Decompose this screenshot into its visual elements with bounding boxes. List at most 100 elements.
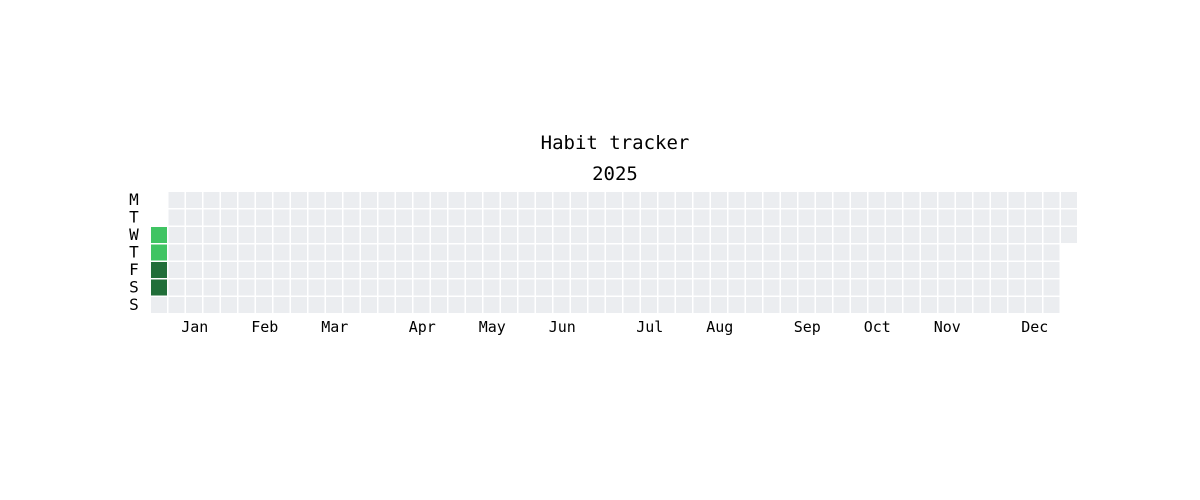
day-cell-2025-04-23 bbox=[431, 227, 447, 243]
day-cell-2025-07-22 bbox=[658, 209, 675, 226]
day-cell-2025-10-06 bbox=[851, 192, 867, 208]
day-cell-2025-06-02 bbox=[536, 192, 552, 208]
day-cell-2025-03-27 bbox=[361, 244, 377, 261]
day-cell-2025-03-12 bbox=[326, 227, 342, 243]
day-cell-2025-03-15 bbox=[326, 279, 342, 296]
day-cell-2025-06-14 bbox=[553, 279, 570, 296]
day-cell-2025-12-08 bbox=[1008, 192, 1025, 208]
day-cell-2025-01-05 bbox=[151, 297, 167, 313]
day-cell-2025-11-22 bbox=[956, 279, 972, 296]
day-cell-2025-06-15 bbox=[553, 297, 570, 313]
day-cell-2025-06-20 bbox=[571, 262, 587, 278]
day-cell-2025-04-11 bbox=[396, 262, 412, 278]
day-cell-2025-09-13 bbox=[781, 279, 797, 296]
day-cell-2025-04-03 bbox=[378, 244, 395, 261]
month-labels: Jan Feb Mar Apr May Jun Jul Aug Sep Oct Nov Dec bbox=[181, 318, 1048, 336]
day-cell-2025-07-27 bbox=[658, 297, 675, 313]
day-cell-2025-06-26 bbox=[588, 244, 605, 261]
day-cell-2025-03-23 bbox=[343, 297, 360, 313]
day-cell-2025-12-19 bbox=[1026, 262, 1042, 278]
day-cell-2025-01-25 bbox=[203, 279, 220, 296]
day-cell-2025-02-18 bbox=[273, 209, 290, 226]
day-cell-2025-09-03 bbox=[763, 227, 780, 243]
day-cell-2025-10-11 bbox=[851, 279, 867, 296]
day-cell-2025-04-28 bbox=[448, 192, 465, 208]
day-cell-2025-05-21 bbox=[501, 227, 517, 243]
day-cell-2025-05-22 bbox=[501, 244, 517, 261]
day-cell-2025-04-02 bbox=[378, 227, 395, 243]
day-cell-2025-11-16 bbox=[938, 297, 955, 313]
day-cell-2025-01-21 bbox=[203, 209, 220, 226]
day-cell-2025-09-04 bbox=[763, 244, 780, 261]
day-cell-2025-08-09 bbox=[693, 279, 710, 296]
day-cell-2025-10-05 bbox=[833, 297, 850, 313]
day-cell-2025-10-12 bbox=[851, 297, 867, 313]
day-cell-2025-02-25 bbox=[291, 209, 307, 226]
day-cell-2025-05-13 bbox=[483, 209, 500, 226]
day-cell-2025-03-31 bbox=[378, 192, 395, 208]
day-cell-2025-03-28 bbox=[361, 262, 377, 278]
day-cell-2025-10-30 bbox=[903, 244, 920, 261]
day-cell-2025-09-26 bbox=[816, 262, 832, 278]
day-cell-2025-12-06 bbox=[991, 279, 1007, 296]
day-cell-2025-09-01 bbox=[763, 192, 780, 208]
day-cell-2025-12-25 bbox=[1043, 244, 1060, 261]
day-cell-2025-02-05 bbox=[238, 227, 255, 243]
day-cell-2025-04-26 bbox=[431, 279, 447, 296]
day-cell-2025-03-29 bbox=[361, 279, 377, 296]
day-cell-2025-08-07 bbox=[693, 244, 710, 261]
day-cell-2025-03-24 bbox=[361, 192, 377, 208]
day-cell-2025-09-21 bbox=[798, 297, 815, 313]
day-cell-2025-07-21 bbox=[658, 192, 675, 208]
day-cell-2025-08-25 bbox=[746, 192, 762, 208]
day-cell-2025-07-05 bbox=[606, 279, 622, 296]
day-cell-2025-09-20 bbox=[798, 279, 815, 296]
day-cell-2025-08-15 bbox=[711, 262, 727, 278]
day-cell-2025-08-10 bbox=[693, 297, 710, 313]
day-label-5: S bbox=[129, 278, 139, 297]
day-cell-2025-01-13 bbox=[186, 192, 202, 208]
day-cell-2025-02-17 bbox=[273, 192, 290, 208]
day-cell-2025-01-08 bbox=[168, 227, 185, 243]
day-cell-2025-03-11 bbox=[326, 209, 342, 226]
day-cell-2025-02-24 bbox=[291, 192, 307, 208]
day-cell-2025-12-31 bbox=[1061, 227, 1077, 243]
day-cell-2025-08-06 bbox=[693, 227, 710, 243]
day-cell-2025-05-31 bbox=[518, 279, 535, 296]
month-label-jan: Jan bbox=[181, 318, 208, 336]
day-cell-2025-08-21 bbox=[728, 244, 745, 261]
day-cell-2025-10-18 bbox=[868, 279, 885, 296]
day-cell-2025-09-15 bbox=[798, 192, 815, 208]
day-cell-2025-10-14 bbox=[868, 209, 885, 226]
day-cell-2025-01-27 bbox=[221, 192, 237, 208]
day-cell-2025-01-04 bbox=[151, 279, 167, 296]
day-cell-2025-05-08 bbox=[466, 244, 482, 261]
day-cell-2025-03-25 bbox=[361, 209, 377, 226]
day-label-3: T bbox=[129, 243, 139, 262]
day-cell-2025-06-09 bbox=[553, 192, 570, 208]
day-cell-2025-12-11 bbox=[1008, 244, 1025, 261]
day-cell-2025-12-18 bbox=[1026, 244, 1042, 261]
day-cell-2025-07-24 bbox=[658, 244, 675, 261]
day-cell-2025-02-01 bbox=[221, 279, 237, 296]
day-cell-2025-06-11 bbox=[553, 227, 570, 243]
day-cell-2025-11-26 bbox=[973, 227, 990, 243]
day-cell-2025-08-22 bbox=[728, 262, 745, 278]
day-cell-2025-02-11 bbox=[256, 209, 272, 226]
day-cell-2025-07-06 bbox=[606, 297, 622, 313]
day-cell-2025-12-07 bbox=[991, 297, 1007, 313]
day-cell-2025-07-20 bbox=[641, 297, 657, 313]
day-cell-2025-09-06 bbox=[763, 279, 780, 296]
day-cell-2025-01-20 bbox=[203, 192, 220, 208]
day-cell-2025-05-02 bbox=[448, 262, 465, 278]
day-cell-2025-04-29 bbox=[448, 209, 465, 226]
day-cell-2025-06-21 bbox=[571, 279, 587, 296]
day-cell-2025-10-13 bbox=[868, 192, 885, 208]
day-cell-2025-03-06 bbox=[308, 244, 325, 261]
day-cell-2025-05-27 bbox=[518, 209, 535, 226]
day-cell-2025-01-23 bbox=[203, 244, 220, 261]
day-cell-2025-05-03 bbox=[448, 279, 465, 296]
day-cell-2025-05-09 bbox=[466, 262, 482, 278]
day-cell-2025-07-29 bbox=[676, 209, 692, 226]
day-cell-2025-11-02 bbox=[903, 297, 920, 313]
